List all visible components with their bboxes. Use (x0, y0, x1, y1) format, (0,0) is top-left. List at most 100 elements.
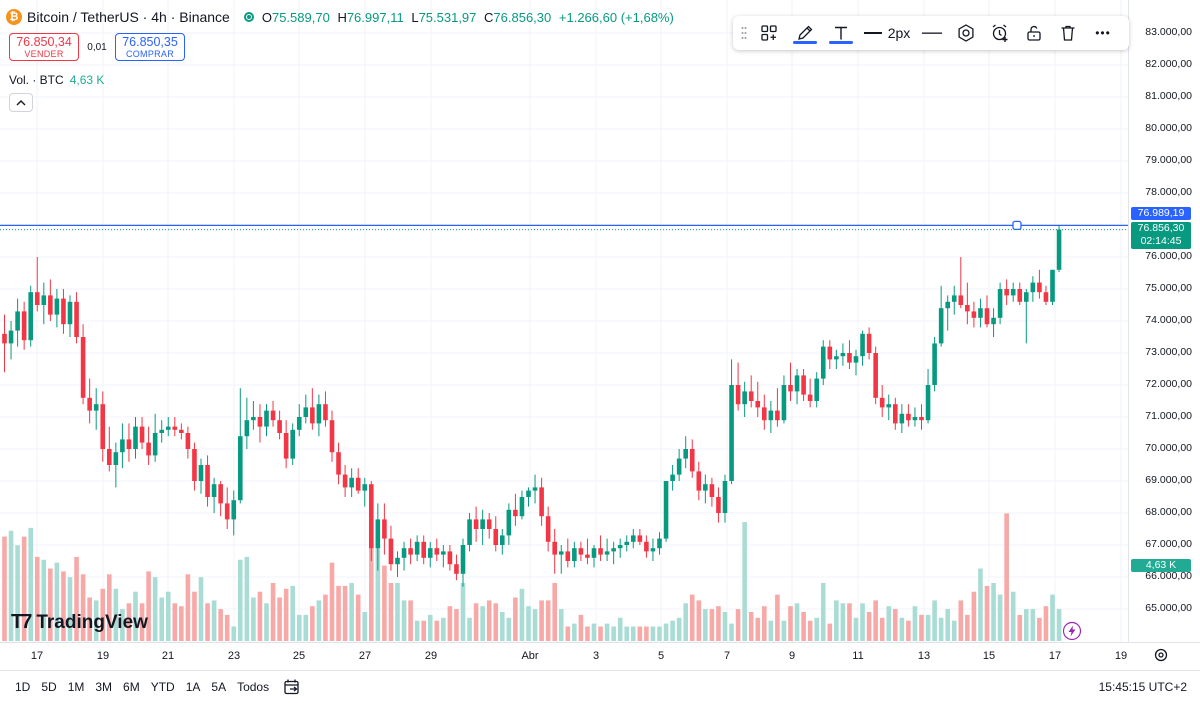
candle-body (847, 353, 852, 363)
volume-bar (480, 606, 485, 641)
drag-handle-icon[interactable] (737, 16, 751, 50)
candle-body (303, 407, 309, 417)
candle-body (375, 519, 381, 549)
volume-bar (323, 594, 328, 641)
volume-bar (152, 577, 158, 641)
line-style-button[interactable] (915, 16, 949, 50)
volume-bar (722, 612, 728, 641)
sell-button[interactable]: 76.850,34 VENDER (9, 33, 79, 61)
candle-body (676, 458, 682, 475)
candle-body (591, 548, 597, 558)
volume-bar (794, 603, 800, 641)
volume-bar (251, 597, 256, 641)
gear-icon (958, 24, 974, 42)
candle-body (886, 404, 892, 408)
price-axis-label: 83.000,00 (1145, 26, 1192, 38)
candle-body (735, 385, 741, 405)
timeframe-button[interactable]: 3M (95, 680, 113, 694)
volume-bar (965, 614, 970, 641)
volume-bar (2, 536, 7, 641)
lightning-icon[interactable] (1062, 621, 1082, 641)
hline-price-tag[interactable]: 76.989,19 (1131, 207, 1191, 220)
collapse-legend-button[interactable] (9, 93, 33, 112)
candle-body (179, 429, 184, 433)
volume-bar (54, 562, 60, 641)
volume-bar (447, 606, 453, 641)
candle-body (80, 337, 86, 398)
volume-bar (847, 603, 852, 641)
axis-settings-icon[interactable] (1153, 647, 1169, 663)
template-icon[interactable] (751, 16, 787, 50)
volume-bar (473, 603, 479, 641)
volume-bar (1056, 609, 1062, 641)
lock-button[interactable] (1017, 16, 1051, 50)
line-color-button[interactable] (787, 16, 823, 50)
volume-bar (827, 623, 833, 641)
candle-body (74, 301, 79, 337)
more-options-icon[interactable]: ••• (1095, 26, 1111, 40)
volume-bar (316, 600, 322, 641)
candle-body (657, 538, 662, 549)
date-range-icon[interactable] (283, 678, 301, 696)
volume-bar (781, 620, 787, 641)
candle-body (21, 311, 27, 341)
time-axis-label: 29 (424, 650, 438, 662)
volume-bar (296, 614, 302, 641)
volume-bar (598, 626, 603, 641)
tradingview-logo[interactable]: T7 TradingView (11, 611, 148, 634)
candle-body (925, 385, 931, 421)
line-width-button[interactable]: 2px (859, 16, 915, 50)
timeframe-button[interactable]: 1D (15, 680, 31, 694)
horizontal-line[interactable] (0, 220, 1128, 231)
volume-bar (788, 606, 793, 641)
line-anchor-handle[interactable] (1012, 220, 1022, 230)
time-axis-label: 15 (982, 650, 996, 662)
line-width-value: 2px (887, 25, 911, 41)
candle-body (323, 404, 328, 421)
timeframe-button[interactable]: Todos (237, 680, 270, 694)
candle-body (519, 497, 525, 517)
volume-bar (427, 614, 433, 641)
volume-tag: 4,63 K (1131, 559, 1191, 572)
volume-bar (663, 623, 669, 641)
volume-bar (1043, 606, 1049, 641)
timeframe-button[interactable]: 1M (67, 680, 85, 694)
clock[interactable]: 15:45:15 UTC+2 (1098, 680, 1187, 694)
buy-button[interactable]: 76.850,35 COMPRAR (115, 33, 185, 61)
volume-bar (1004, 513, 1009, 641)
volume-bar (670, 620, 675, 641)
volume-bar (840, 603, 846, 641)
symbol-title[interactable]: Bitcoin / TetherUS · 4h · Binance (27, 9, 230, 25)
candle-body (978, 308, 983, 318)
add-alert-button[interactable] (983, 16, 1017, 50)
candle-body (840, 353, 846, 357)
volume-bar (801, 612, 806, 641)
price-axis-label: 80.000,00 (1145, 122, 1192, 134)
volume-bar (997, 594, 1003, 641)
volume-bar (820, 583, 826, 641)
candle-body (879, 397, 885, 408)
candle-body (558, 551, 564, 555)
settings-button[interactable] (949, 16, 983, 50)
timeframe-button[interactable]: 5A (211, 680, 227, 694)
text-color-button[interactable] (823, 16, 859, 50)
timeframe-button[interactable]: 1A (185, 680, 201, 694)
ohlc-values: O75.589,70 H76.997,11 L75.531,97 C76.856… (261, 9, 674, 25)
volume-legend[interactable]: Vol. · BTC 4,63 K (9, 73, 104, 87)
timeframe-button[interactable]: 5D (41, 680, 57, 694)
candle-body (748, 391, 754, 401)
time-axis-label: 17 (1048, 650, 1062, 662)
time-axis-label: 3 (592, 650, 600, 662)
candle-body (8, 330, 14, 344)
last-price-value: 76.856,30 (1137, 222, 1185, 234)
candle-body (506, 509, 512, 536)
volume-bars (2, 513, 1062, 641)
bitcoin-icon: ₿ (6, 9, 22, 25)
candle-body (34, 292, 40, 305)
timeframe-button[interactable]: YTD (150, 680, 175, 694)
delete-button[interactable] (1051, 16, 1085, 50)
timeframe-button[interactable]: 6M (123, 680, 140, 694)
time-axis-label: 13 (917, 650, 931, 662)
volume-bar (270, 583, 276, 641)
